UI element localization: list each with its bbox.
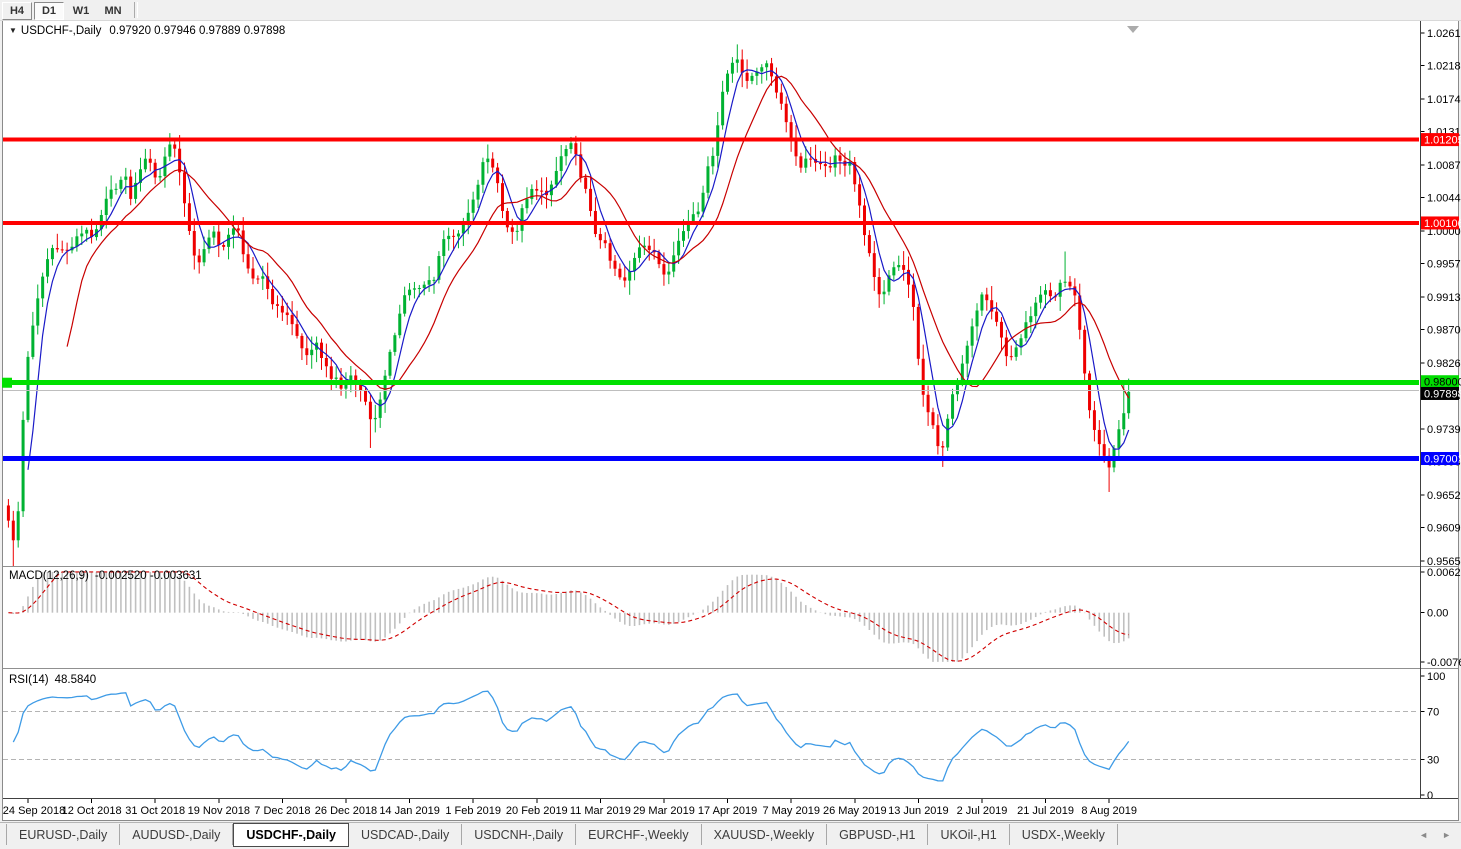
svg-text:0: 0 xyxy=(1427,790,1433,802)
price-axis[interactable]: 1.026101.021801.017401.013101.008701.004… xyxy=(1420,28,1461,568)
svg-text:1.01205: 1.01205 xyxy=(1424,135,1461,147)
symbol-label: USDCHF-,Daily xyxy=(20,25,102,37)
symbol-dropdown-icon[interactable]: ▼ xyxy=(9,26,17,35)
svg-text:0.006286: 0.006286 xyxy=(1427,567,1461,579)
svg-text:100: 100 xyxy=(1427,671,1445,683)
svg-text:11 Mar 2019: 11 Mar 2019 xyxy=(570,805,631,817)
svg-text:19 Nov 2018: 19 Nov 2018 xyxy=(188,805,250,817)
svg-text:0.97001: 0.97001 xyxy=(1424,454,1461,466)
svg-text:0.97898: 0.97898 xyxy=(1424,388,1461,400)
svg-text:70: 70 xyxy=(1427,707,1439,719)
macd-indicator-label: MACD(12,26,9) -0.002520 -0.003631 xyxy=(9,570,202,582)
timeframe-button-d1[interactable]: D1 xyxy=(34,1,64,20)
svg-text:1.00106: 1.00106 xyxy=(1424,218,1461,230)
chart-tab-eurusd-daily[interactable]: EURUSD-,Daily xyxy=(6,824,121,845)
line-anchor-marker xyxy=(2,377,12,388)
rsi-indicator-label: RSI(14) 48.5840 xyxy=(9,674,97,686)
chart-tab-eurchf-weekly[interactable]: EURCHF-,Weekly xyxy=(576,824,702,845)
svg-text:12 Oct 2018: 12 Oct 2018 xyxy=(62,805,122,817)
svg-text:29 Mar 2019: 29 Mar 2019 xyxy=(633,805,695,817)
chart-tab-gbpusd-h1[interactable]: GBPUSD-,H1 xyxy=(827,824,929,845)
svg-text:2 Jul 2019: 2 Jul 2019 xyxy=(957,805,1008,817)
svg-text:20 Feb 2019: 20 Feb 2019 xyxy=(506,805,568,817)
toolbar-divider xyxy=(134,2,138,18)
svg-text:1.00440: 1.00440 xyxy=(1427,193,1461,205)
chart-tab-ukoil-h1[interactable]: UKOil-,H1 xyxy=(928,824,1010,845)
tabs-scroll-left-icon[interactable]: ◄ xyxy=(1419,830,1429,840)
chart-tab-usdcad-daily[interactable]: USDCAD-,Daily xyxy=(349,824,463,845)
rsi-axis[interactable]: 100 70 30 0 xyxy=(1420,671,1446,802)
rsi-line xyxy=(12,690,1130,782)
svg-text:0.98000: 0.98000 xyxy=(1424,377,1461,389)
svg-text:7 Dec 2018: 7 Dec 2018 xyxy=(254,805,310,817)
svg-text:1.01740: 1.01740 xyxy=(1427,94,1461,106)
macd-axis[interactable]: 0.006286 0.00 -0.00762 xyxy=(1420,567,1461,669)
rsi-value: 48.5840 xyxy=(54,674,97,686)
svg-text:21 Jul 2019: 21 Jul 2019 xyxy=(1017,805,1074,817)
timeframe-button-mn[interactable]: MN xyxy=(104,4,122,17)
timeframe-toolbar: H4 D1 W1 MN xyxy=(0,0,1461,21)
svg-text:1.02180: 1.02180 xyxy=(1427,61,1461,73)
svg-text:13 Jun 2019: 13 Jun 2019 xyxy=(888,805,949,817)
svg-text:1.02610: 1.02610 xyxy=(1427,28,1461,40)
svg-text:1 Feb 2019: 1 Feb 2019 xyxy=(445,805,501,817)
macd-signal-line xyxy=(8,571,1129,662)
svg-text:0.00: 0.00 xyxy=(1427,608,1448,620)
svg-text:31 Oct 2018: 31 Oct 2018 xyxy=(125,805,185,817)
chart-tab-xauusd-weekly[interactable]: XAUUSD-,Weekly xyxy=(702,824,828,845)
ma-slow-line xyxy=(66,75,1130,399)
svg-text:26 Dec 2018: 26 Dec 2018 xyxy=(315,805,377,817)
timeframe-button-h4[interactable]: H4 xyxy=(2,1,32,20)
chart-tab-usdchf-daily[interactable]: USDCHF-,Daily xyxy=(233,823,349,847)
chart-tab-usdcnh-daily[interactable]: USDCNH-,Daily xyxy=(462,824,577,845)
chart-tab-usdx-weekly[interactable]: USDX-,Weekly xyxy=(1010,824,1118,845)
svg-text:24 Sep 2018: 24 Sep 2018 xyxy=(3,805,65,817)
chart-shift-marker-icon[interactable] xyxy=(1127,26,1139,33)
chart-tab-audusd-daily[interactable]: AUDUSD-,Daily xyxy=(120,824,234,845)
svg-text:-0.00762: -0.00762 xyxy=(1427,657,1461,669)
svg-text:17 Apr 2019: 17 Apr 2019 xyxy=(698,805,757,817)
svg-text:14 Jan 2019: 14 Jan 2019 xyxy=(379,805,440,817)
ma-fast-line xyxy=(27,69,1130,470)
macd-values: -0.002520 -0.003631 xyxy=(94,570,202,582)
timeframe-button-w1[interactable]: W1 xyxy=(72,4,90,17)
svg-text:26 May 2019: 26 May 2019 xyxy=(823,805,887,817)
candles xyxy=(6,44,1131,566)
chart-tab-bar: EURUSD-,Daily AUDUSD-,Daily USDCHF-,Daily U… xyxy=(0,822,1461,849)
svg-text:8 Aug 2019: 8 Aug 2019 xyxy=(1081,805,1137,817)
macd-histogram xyxy=(12,571,1130,662)
chart-header: ▼ USDCHF-,Daily 0.97920 0.97946 0.97889 0.… xyxy=(9,25,285,37)
svg-text:30: 30 xyxy=(1427,754,1439,766)
ohlc-values: 0.97920 0.97946 0.97889 0.97898 xyxy=(109,25,286,37)
tabs-scroll-right-icon[interactable]: ► xyxy=(1442,830,1451,840)
svg-text:1.00870: 1.00870 xyxy=(1427,160,1461,172)
svg-text:7 May 2019: 7 May 2019 xyxy=(762,805,819,817)
